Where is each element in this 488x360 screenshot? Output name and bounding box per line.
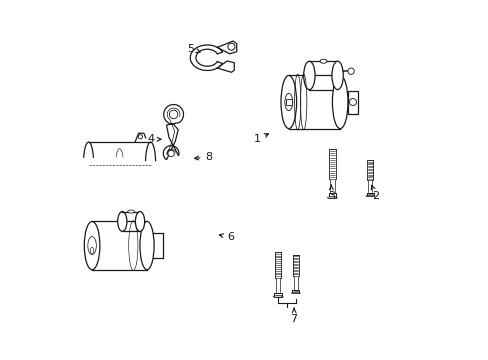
Text: 3: 3 bbox=[327, 185, 334, 201]
Circle shape bbox=[349, 99, 356, 105]
Circle shape bbox=[347, 68, 354, 75]
Text: 2: 2 bbox=[370, 185, 378, 201]
Polygon shape bbox=[328, 193, 336, 198]
Polygon shape bbox=[366, 193, 373, 196]
Ellipse shape bbox=[285, 93, 292, 111]
Bar bbox=[92, 221, 147, 270]
Polygon shape bbox=[190, 45, 222, 71]
Text: 6: 6 bbox=[219, 233, 233, 242]
Polygon shape bbox=[163, 104, 183, 160]
Polygon shape bbox=[292, 289, 299, 293]
Bar bbox=[285, 99, 291, 105]
Ellipse shape bbox=[327, 197, 337, 199]
Polygon shape bbox=[217, 41, 236, 54]
Polygon shape bbox=[274, 293, 282, 297]
Text: 5: 5 bbox=[187, 44, 200, 54]
Ellipse shape bbox=[303, 61, 314, 90]
Circle shape bbox=[167, 150, 174, 157]
Circle shape bbox=[138, 135, 142, 139]
Ellipse shape bbox=[320, 59, 326, 63]
Text: 1: 1 bbox=[253, 134, 268, 144]
Ellipse shape bbox=[331, 61, 343, 90]
FancyBboxPatch shape bbox=[347, 90, 357, 113]
Ellipse shape bbox=[135, 212, 144, 231]
Ellipse shape bbox=[118, 212, 127, 231]
Polygon shape bbox=[217, 61, 234, 72]
Ellipse shape bbox=[88, 237, 96, 255]
Ellipse shape bbox=[332, 76, 347, 129]
Ellipse shape bbox=[90, 247, 94, 253]
Ellipse shape bbox=[365, 195, 374, 197]
Ellipse shape bbox=[140, 221, 154, 270]
Text: 8: 8 bbox=[194, 152, 212, 162]
Circle shape bbox=[227, 43, 235, 50]
Polygon shape bbox=[152, 233, 163, 258]
Ellipse shape bbox=[291, 292, 300, 294]
Ellipse shape bbox=[273, 296, 283, 297]
Circle shape bbox=[169, 110, 178, 119]
Text: 4: 4 bbox=[147, 134, 161, 144]
Text: 7: 7 bbox=[290, 308, 297, 324]
Ellipse shape bbox=[127, 210, 134, 213]
Ellipse shape bbox=[281, 76, 296, 129]
Ellipse shape bbox=[84, 221, 100, 270]
